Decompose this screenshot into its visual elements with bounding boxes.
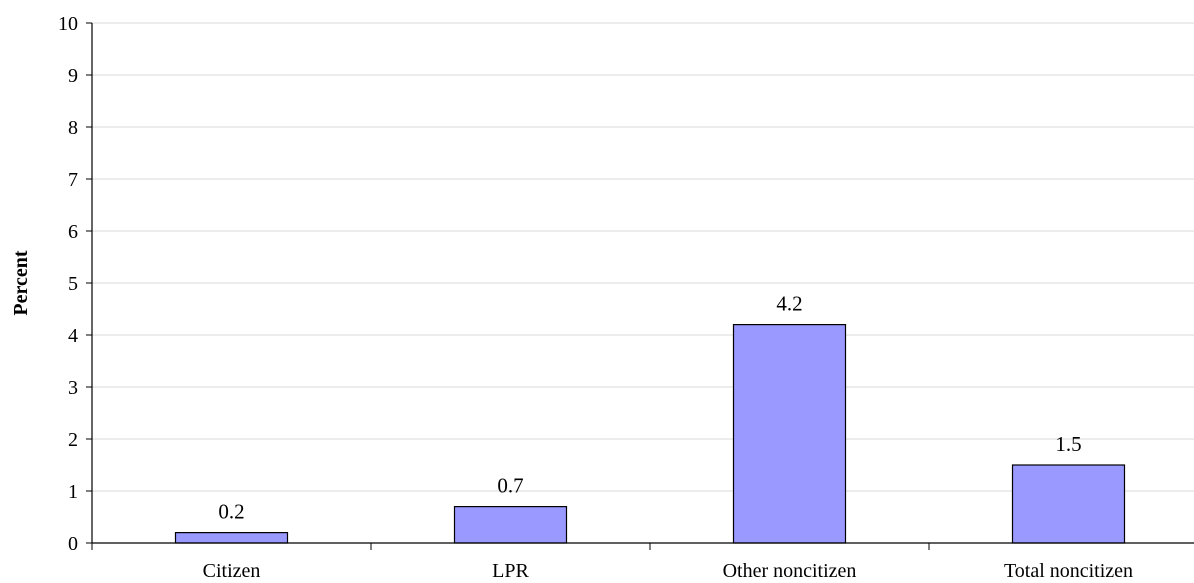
gridlines [92,22,1194,492]
y-tick-label: 1 [68,481,78,503]
bar-total-noncitizen [1011,464,1126,544]
x-tick-labels: Citizen LPR Other noncitizen Total noncitiz… [203,560,1133,582]
y-tick-label: 7 [68,169,78,191]
x-tick-label: LPR [492,560,529,582]
y-axis-label: Percent [10,250,32,315]
y-tick-label: 10 [58,13,78,35]
data-label: 0.7 [497,474,523,498]
y-tick-label: 9 [68,65,78,87]
x-tick-label: Citizen [203,560,261,582]
y-tick-label: 8 [68,117,78,139]
data-label: 0.2 [218,500,244,524]
x-tick-label: Total noncitizen [1004,560,1133,582]
y-tick-label: 4 [68,325,78,347]
bar-citizen [174,531,289,544]
x-tick-label: Other noncitizen [723,560,857,582]
y-tick-label: 2 [68,429,78,451]
bars [174,324,1126,544]
data-label: 4.2 [776,292,802,316]
axes [86,22,1194,550]
bar-lpr [453,506,568,544]
data-labels: 0.2 0.7 4.2 1.5 [218,292,1081,524]
y-tick-label: 5 [68,273,78,295]
bar-other-noncitizen [732,324,847,544]
data-label: 1.5 [1055,432,1081,456]
y-tick-label: 0 [68,533,78,555]
y-tick-label: 6 [68,221,78,243]
y-tick-label: 3 [68,377,78,399]
y-tick-labels: 0 1 2 3 4 5 6 7 8 9 10 [58,13,78,555]
